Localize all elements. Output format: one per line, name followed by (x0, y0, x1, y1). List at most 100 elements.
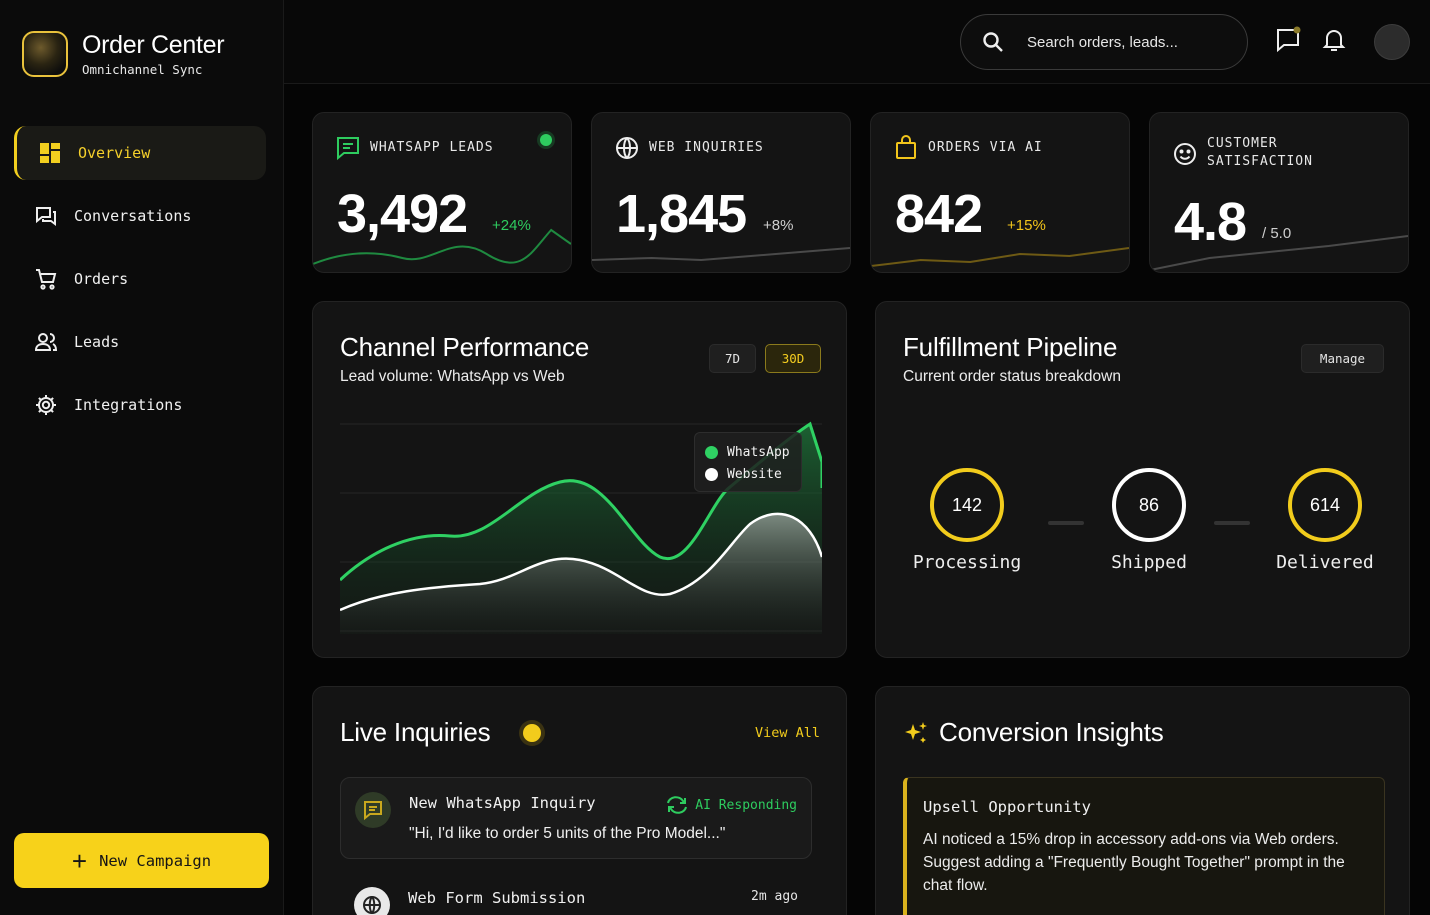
brand-logo (22, 30, 68, 77)
sidebar-item-overview[interactable]: Overview (14, 126, 266, 180)
inquiry-text: "Hi, I'd like to order 5 units of the Pr… (409, 825, 726, 842)
inquiry-item[interactable]: New WhatsApp Inquiry AI Responding "Hi, … (340, 777, 812, 859)
inquiry-title: Web Form Submission (408, 889, 586, 907)
sidebar: Order Center Omnichannel Sync Overview C… (0, 0, 284, 915)
insight-title: Upsell Opportunity (923, 798, 1091, 816)
manage-button[interactable]: Manage (1301, 344, 1384, 373)
shopping-bag-icon (896, 135, 916, 159)
chart-legend: WhatsApp Website (694, 432, 802, 492)
stage-label: Delivered (1276, 552, 1374, 573)
legend-label: WhatsApp (727, 444, 790, 460)
inquiry-title: New WhatsApp Inquiry (409, 794, 596, 812)
range-7d-button[interactable]: 7D (709, 344, 756, 373)
channel-chart (340, 421, 822, 634)
live-indicator-dot (523, 724, 541, 742)
sidebar-item-label: Overview (78, 144, 151, 162)
brand-subtitle: Omnichannel Sync (82, 62, 203, 77)
kpi-value: 3,492 (337, 184, 468, 244)
insight-card[interactable]: Upsell Opportunity AI noticed a 15% drop… (903, 777, 1385, 915)
chat-icon (355, 792, 391, 828)
panel-subtitle: Lead volume: WhatsApp vs Web (340, 368, 565, 385)
stage-connector (1214, 521, 1250, 525)
brand-title: Order Center (82, 31, 225, 59)
sparkline (1150, 235, 1408, 271)
kpi-value: 842 (895, 184, 983, 244)
view-all-link[interactable]: View All (754, 725, 820, 741)
chat-bubbles-icon (34, 204, 58, 228)
inquiry-item[interactable]: Web Form Submission 2m ago (340, 873, 812, 915)
panel-subtitle: Current order status breakdown (903, 368, 1121, 385)
new-campaign-label: New Campaign (99, 851, 212, 870)
kpi-label: CUSTOMER SATISFACTION (1207, 136, 1313, 169)
search-box[interactable] (960, 14, 1248, 70)
sidebar-item-conversations[interactable]: Conversations (14, 189, 266, 243)
legend-item-website: Website (695, 463, 801, 485)
gear-icon (34, 393, 58, 417)
stage-label: Processing (912, 552, 1022, 573)
avatar[interactable] (1374, 24, 1410, 60)
search-input[interactable] (1027, 33, 1227, 51)
website-line (340, 512, 822, 612)
stage-ring: 142 (930, 468, 1004, 542)
kpi-card-web-inquiries: WEB INQUIRIES 1,845 +8% (591, 112, 851, 273)
website-area (340, 513, 822, 634)
kpi-delta: / 5.0 (1262, 225, 1292, 242)
sidebar-item-label: Leads (74, 333, 120, 351)
range-30d-button[interactable]: 30D (765, 344, 821, 373)
refresh-icon (667, 796, 688, 814)
kpi-delta: +24% (492, 217, 531, 234)
cart-icon (34, 267, 58, 291)
smiley-icon (1174, 143, 1196, 165)
users-icon (34, 330, 58, 354)
kpi-delta: +15% (1007, 217, 1046, 234)
sidebar-nav: Overview Conversations Orders Leads Inte… (14, 126, 266, 441)
top-bar (284, 0, 1430, 84)
stage-label: Shipped (1111, 552, 1187, 573)
legend-label: Website (727, 466, 782, 482)
kpi-value: 4.8 (1174, 192, 1247, 252)
sparkline (313, 228, 571, 265)
chat-icon (337, 137, 359, 161)
kpi-label: WEB INQUIRIES (649, 140, 764, 155)
panel-title: Channel Performance (340, 332, 590, 362)
inquiry-status-label: AI Responding (695, 797, 797, 813)
insight-text: AI noticed a 15% drop in accessory add-o… (923, 831, 1345, 894)
brand[interactable]: Order Center Omnichannel Sync (22, 30, 225, 77)
stage-processing[interactable]: 142 Processing (907, 468, 1027, 573)
panel-title: Live Inquiries (340, 717, 491, 747)
panel-title: Conversion Insights (939, 717, 1164, 747)
plus-icon: + (71, 845, 88, 876)
inquiry-time: 2m ago (751, 889, 798, 904)
legend-dot (705, 467, 718, 481)
kpi-value: 1,845 (616, 184, 747, 244)
stage-delivered[interactable]: 614 Delivered (1265, 468, 1385, 573)
stage-shipped[interactable]: 86 Shipped (1089, 468, 1209, 573)
sidebar-item-label: Conversations (74, 207, 192, 225)
legend-item-whatsapp: WhatsApp (695, 441, 801, 463)
globe-icon (354, 887, 390, 915)
new-campaign-button[interactable]: + New Campaign (14, 833, 269, 888)
sidebar-item-orders[interactable]: Orders (14, 252, 266, 306)
live-inquiries-panel: Live Inquiries View All New WhatsApp Inq… (312, 686, 847, 915)
panel-title: Fulfillment Pipeline (903, 332, 1118, 362)
kpi-label: ORDERS VIA AI (928, 140, 1043, 155)
dashboard-grid-icon (38, 141, 62, 165)
stage-ring: 86 (1112, 468, 1186, 542)
legend-dot (705, 445, 718, 459)
inquiry-status: AI Responding (665, 795, 797, 815)
sidebar-item-integrations[interactable]: Integrations (14, 378, 266, 432)
sidebar-item-leads[interactable]: Leads (14, 315, 266, 369)
channel-performance-panel: Channel Performance Lead volume: WhatsAp… (312, 301, 847, 658)
sidebar-item-label: Orders (74, 270, 129, 288)
bell-icon[interactable] (1320, 26, 1348, 54)
stage-ring: 614 (1288, 468, 1362, 542)
stage-connector (1048, 521, 1084, 525)
kpi-label: WHATSAPP LEADS (370, 140, 494, 155)
sparkline (592, 247, 850, 262)
kpi-card-whatsapp-leads: WHATSAPP LEADS 3,492 +24% (312, 112, 572, 273)
search-icon (983, 32, 1003, 52)
messages-icon[interactable] (1274, 26, 1302, 54)
sparkline (871, 247, 1129, 267)
live-indicator-dot (540, 134, 552, 146)
kpi-card-customer-satisfaction: CUSTOMER SATISFACTION 4.8 / 5.0 (1149, 112, 1409, 273)
